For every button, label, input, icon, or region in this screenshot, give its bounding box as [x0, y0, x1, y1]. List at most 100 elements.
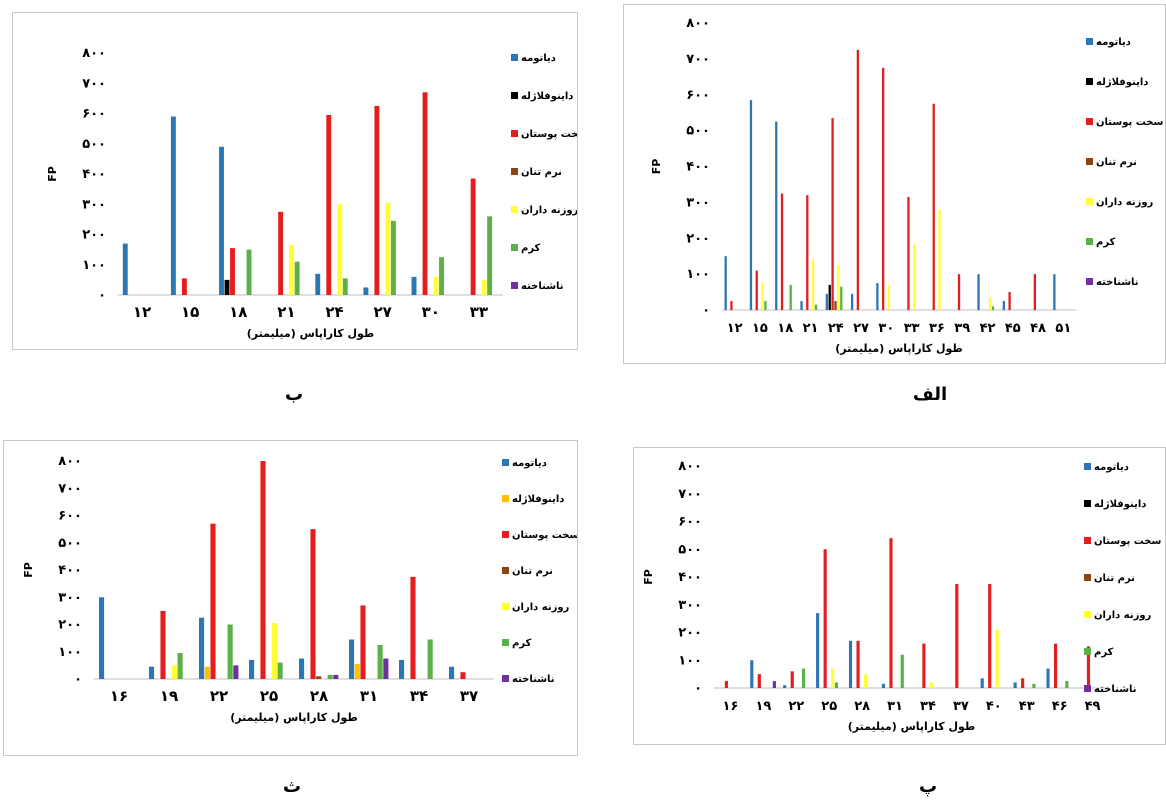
y-tick-label: ۲۰۰: [678, 626, 702, 641]
bar: [790, 671, 794, 688]
x-tick-label: ۳۷: [953, 699, 969, 714]
x-tick-label: ۴۳: [1019, 699, 1035, 714]
y-tick-label: ۳۰۰: [686, 195, 710, 210]
legend-swatch: [1086, 278, 1093, 285]
x-tick-label: ۵۱: [1055, 321, 1071, 336]
y-axis-label: FP: [642, 569, 655, 585]
bar: [881, 683, 886, 688]
bar: [449, 666, 455, 679]
legend-label: سخت پوستان: [512, 530, 577, 541]
legend-swatch: [502, 459, 509, 466]
y-tick-label: ۰: [694, 681, 702, 696]
bar: [149, 666, 155, 679]
panel-label-b: ب: [284, 384, 304, 405]
bar: [887, 284, 891, 310]
y-tick-label: ۲۰۰: [82, 228, 106, 243]
legend-swatch: [1084, 537, 1091, 544]
legend-label: داینوفلاژله: [521, 91, 573, 102]
y-tick-label: ۸۰۰: [58, 454, 82, 469]
y-tick-label: ۰: [702, 303, 710, 318]
bar: [227, 624, 233, 679]
y-tick-label: ۵۰۰: [678, 542, 702, 557]
bar: [995, 629, 999, 688]
bar: [840, 286, 843, 310]
bar: [294, 261, 300, 295]
bar: [271, 623, 277, 679]
legend-label: داینوفلاژله: [512, 494, 564, 505]
legend-swatch: [511, 282, 518, 289]
bar: [337, 204, 343, 295]
x-tick-label: ۲۸: [854, 699, 870, 714]
x-tick-label: ۲۷: [853, 321, 869, 336]
legend-label: کرم: [1096, 237, 1116, 248]
bar: [749, 100, 753, 310]
x-tick-label: ۱۶: [723, 699, 739, 714]
x-tick-label: ۱۹: [755, 699, 771, 714]
bar: [210, 523, 216, 679]
bar: [422, 92, 428, 295]
bar: [315, 273, 321, 295]
legend-swatch: [502, 531, 509, 538]
legend-swatch: [1086, 38, 1093, 45]
legend-label: روزنه داران: [512, 602, 570, 613]
x-tick-label: ۴۲: [980, 321, 996, 336]
bar: [1053, 274, 1056, 310]
bar: [122, 243, 128, 295]
x-axis-label: طول کاراپاس (میلیمتر): [848, 720, 976, 733]
x-tick-label: ۱۵: [181, 303, 199, 321]
bar: [278, 211, 284, 295]
chart-panel-pe: ۰ ۱۰۰ ۲۰۰ ۳۰۰ ۴۰۰ ۵۰۰ ۶۰۰ ۷۰۰ ۸۰۰ FP ۱۶ ۱۹ ۲۲ ۲۵ ۲۸ ۳۱ ۳…: [633, 447, 1166, 745]
bar: [783, 685, 787, 688]
bar: [780, 193, 784, 310]
legend-label: نرم تنان: [512, 566, 553, 577]
bar: [938, 209, 941, 310]
y-tick-label: ۴۰۰: [686, 160, 710, 175]
y-tick-label: ۲۰۰: [686, 231, 710, 246]
x-tick-label: ۲۴: [325, 303, 343, 321]
legend-label: ناشناخته: [512, 674, 555, 685]
bar: [772, 681, 776, 688]
bar: [204, 666, 210, 679]
bar: [177, 653, 183, 679]
chart-panel-se: ۰ ۱۰۰ ۲۰۰ ۳۰۰ ۴۰۰ ۵۰۰ ۶۰۰ ۷۰۰ ۸۰۰ FP ۱۶ ۱۹ ۲۲ ۲۵ ۲۸ ۳۱ ۳…: [3, 440, 578, 756]
legend-label: داینوفلاژله: [1094, 499, 1146, 510]
bar: [470, 178, 476, 295]
bar: [900, 654, 904, 688]
bar: [913, 243, 916, 310]
legend-label: دیاتومه: [1094, 462, 1129, 473]
bar: [834, 301, 837, 310]
bar: [856, 640, 860, 688]
legend-swatch: [511, 244, 518, 251]
x-tick-label: ۳۰: [878, 321, 894, 336]
y-tick-label: ۷۰۰: [686, 52, 710, 67]
legend-label: سخت پوستان: [1096, 117, 1164, 128]
x-tick-label: ۳۷: [460, 687, 478, 705]
bar: [377, 644, 383, 679]
bar: [342, 278, 348, 295]
legend-swatch: [1084, 611, 1091, 618]
x-tick-label: ۲۱: [803, 321, 819, 336]
bar: [390, 220, 396, 295]
bar: [1053, 643, 1058, 688]
y-tick-label: ۶۰۰: [82, 107, 106, 122]
y-tick-label: ۰: [98, 288, 106, 303]
bar: [1033, 274, 1037, 310]
chart-pe: ۰ ۱۰۰ ۲۰۰ ۳۰۰ ۴۰۰ ۵۰۰ ۶۰۰ ۷۰۰ ۸۰۰ FP ۱۶ ۱۹ ۲۲ ۲۵ ۲۸ ۳۱ ۳…: [642, 459, 1162, 733]
x-tick-label: ۲۲: [210, 687, 228, 705]
legend-swatch: [502, 675, 509, 682]
bar: [750, 660, 754, 688]
bar: [831, 668, 835, 688]
bar: [439, 257, 444, 295]
bar: [800, 301, 803, 310]
legend-label: دیاتومه: [512, 458, 547, 469]
legend-label: ناشناخته: [1094, 684, 1137, 695]
legend-label: نرم تنان: [521, 167, 562, 178]
bar: [789, 284, 792, 310]
x-tick-label: ۴۹: [1085, 699, 1101, 714]
bar: [433, 276, 439, 295]
legend-swatch: [511, 206, 518, 213]
panel-label-se: ث: [282, 776, 302, 797]
bar: [1065, 681, 1069, 688]
bar: [354, 664, 360, 679]
bar: [181, 278, 187, 295]
